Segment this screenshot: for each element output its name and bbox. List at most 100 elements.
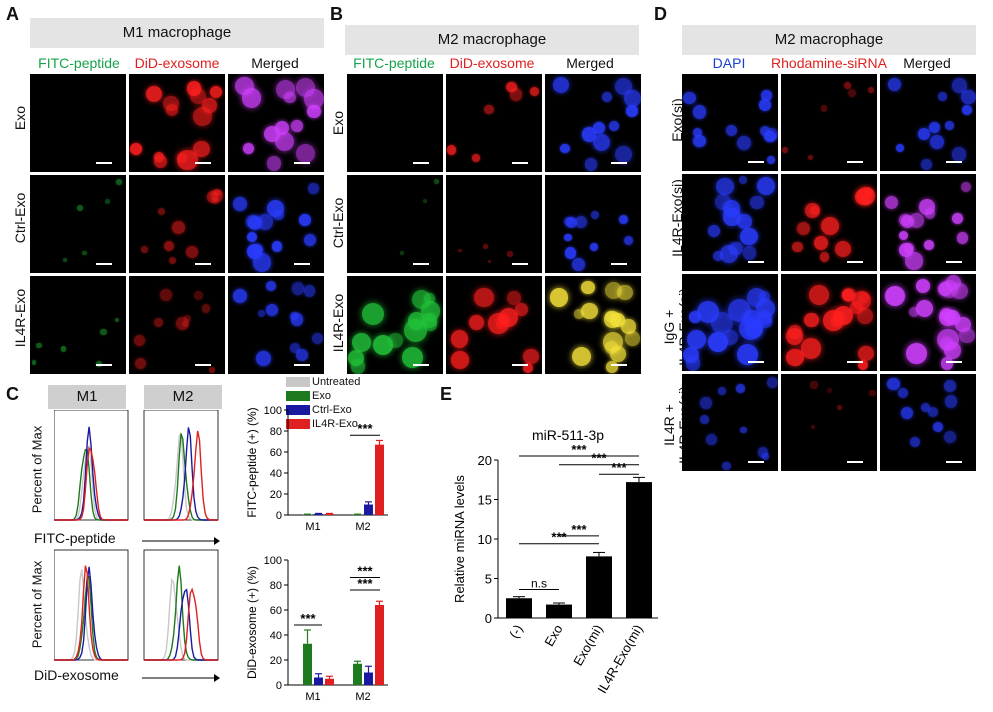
cell-blob	[114, 317, 119, 322]
hist-top-ylabel: Percent of Max	[29, 425, 45, 514]
cell-blob	[266, 303, 279, 317]
cell-blob	[923, 240, 934, 251]
panel-b-channel-fitc: FITC-peptide	[353, 55, 435, 71]
cell-blob	[514, 302, 528, 317]
panel-letter-c: C	[6, 384, 19, 404]
panel-b-channel-did: DiD-exosome	[449, 55, 535, 71]
legend-label: Ctrl-Exo	[312, 404, 352, 417]
cell-blob	[266, 156, 282, 171]
legend-item: Exo	[286, 390, 331, 402]
y-tick-label: 80	[270, 426, 282, 438]
cell-blob	[571, 257, 586, 272]
y-tick-label: 20	[478, 453, 492, 468]
cell-blob	[145, 86, 162, 103]
cell-blob	[944, 380, 957, 392]
x-tick-label: Exo	[541, 622, 565, 649]
legend-swatch	[286, 377, 310, 388]
panel-d-channel-dapi: DAPI	[712, 55, 746, 71]
cell-blob	[473, 287, 494, 308]
y-tick-label: 0	[276, 510, 282, 522]
cell-blob	[177, 149, 198, 171]
scale-bar	[512, 263, 528, 265]
y-tick-label: 0	[276, 680, 282, 692]
cell-blob	[606, 361, 619, 373]
cell-blob	[134, 357, 146, 369]
grid-B-cell-r1-c1	[446, 175, 542, 273]
cell-blob	[693, 134, 706, 148]
significance-label: ***	[611, 460, 627, 475]
cell-blob	[719, 244, 738, 263]
scale-bar	[512, 162, 528, 164]
cell-blob	[821, 216, 840, 235]
y-axis-label: DiD-exosome (+) (%)	[245, 566, 259, 679]
cell-blob	[276, 79, 296, 100]
cell-blob	[243, 142, 255, 154]
y-tick-label: 40	[270, 468, 282, 480]
cell-blob	[158, 208, 166, 216]
legend-item: IL4R-Exo	[286, 418, 358, 430]
bar	[364, 504, 373, 515]
cell-blob	[163, 240, 174, 251]
cell-blob	[134, 334, 146, 346]
scale-bar	[748, 461, 764, 463]
scale-bar	[294, 263, 310, 265]
cell-blob	[591, 210, 600, 219]
grid-B-cell-r2-c2	[545, 276, 641, 374]
y-tick-label: 60	[270, 605, 282, 617]
cell-blob	[692, 105, 706, 119]
cell-blob	[736, 384, 745, 393]
cell-blob	[814, 235, 829, 251]
cell-blob	[927, 407, 938, 418]
y-tick-label: 5	[485, 572, 492, 587]
scale-bar	[96, 263, 112, 265]
bar	[375, 605, 384, 685]
scale-bar	[413, 263, 429, 265]
cell-blob	[955, 316, 971, 332]
cell-blob	[140, 245, 149, 254]
cell-blob	[903, 243, 915, 254]
x-tick-label: M2	[355, 521, 370, 533]
cell-blob	[764, 130, 776, 143]
hist-bottom-arrow	[142, 674, 220, 682]
grid-A-cell-r2-c1	[129, 276, 225, 374]
cell-blob	[726, 124, 738, 136]
scale-bar	[512, 364, 528, 366]
y-tick-label: 15	[478, 493, 492, 508]
bar	[303, 643, 312, 685]
cell-blob	[623, 235, 633, 245]
panel-b-title: M2 macrophage	[345, 25, 639, 55]
cell-blob	[614, 146, 632, 164]
cell-blob	[712, 250, 723, 261]
cell-blob	[766, 376, 778, 389]
cell-blob	[175, 316, 189, 330]
cell-blob	[271, 241, 283, 252]
grid-A-cell-r2-c0	[30, 276, 126, 374]
legend-item: Ctrl-Exo	[286, 404, 352, 416]
legend-label: IL4R-Exo	[312, 418, 358, 431]
cell-blob	[522, 362, 533, 373]
cell-blob	[705, 433, 717, 446]
cell-blob	[575, 215, 588, 228]
legend-label: Untreated	[312, 376, 361, 389]
scale-bar	[946, 161, 962, 163]
y-tick-label: 0	[485, 611, 492, 626]
panel-b-row-il4r-exo: IL4R-Exo	[330, 293, 346, 353]
cell-blob	[944, 395, 957, 408]
cell-blob	[241, 88, 262, 108]
cell-blob	[921, 403, 931, 413]
cell-blob	[826, 387, 832, 393]
cell-blob	[792, 241, 803, 253]
cell-blob	[372, 335, 393, 356]
cell-blob	[232, 197, 247, 212]
cell-blob	[257, 310, 265, 318]
cell-blob	[916, 299, 934, 318]
cell-blob	[352, 333, 371, 352]
cell-blob	[246, 215, 260, 229]
cell-blob	[263, 125, 281, 143]
cell-blob	[800, 338, 822, 359]
grid-D-cell-r1-c1	[781, 174, 877, 271]
cell-blob	[458, 248, 462, 253]
cell-blob	[884, 286, 905, 307]
hist-curve	[54, 446, 128, 521]
hist-bottom-xlabel: DiD-exosome	[34, 667, 119, 683]
